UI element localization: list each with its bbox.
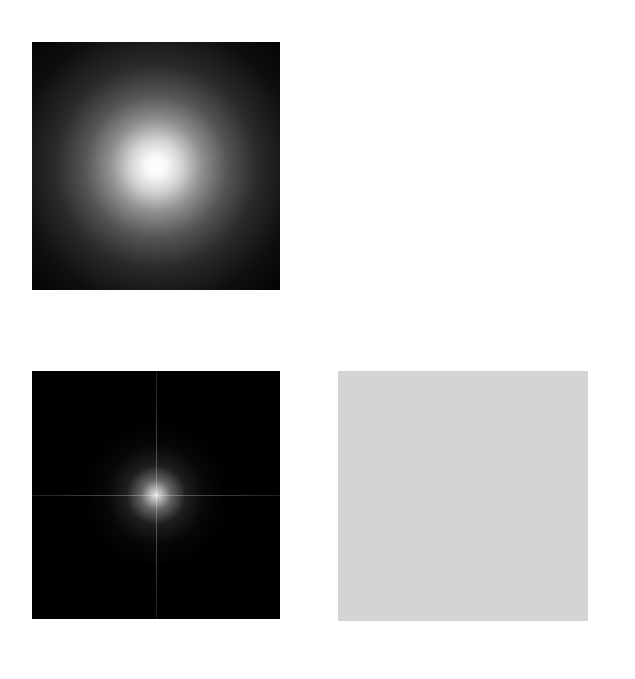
test-pattern-image xyxy=(338,371,588,621)
surface-plot-svg xyxy=(315,20,615,300)
caption-d xyxy=(32,619,280,637)
filtered-spectrum-image xyxy=(32,371,280,619)
spectrum-center-glow xyxy=(86,425,226,565)
panel-filtering-result xyxy=(32,371,280,637)
caption-c xyxy=(32,290,280,298)
panel-result-image xyxy=(338,371,588,639)
butterworth-filter-image xyxy=(32,42,280,290)
radial-glow xyxy=(32,42,280,290)
panel-butterworth-lowpass xyxy=(32,42,280,298)
panel-3d-surface xyxy=(315,20,615,340)
caption-e xyxy=(338,621,588,639)
